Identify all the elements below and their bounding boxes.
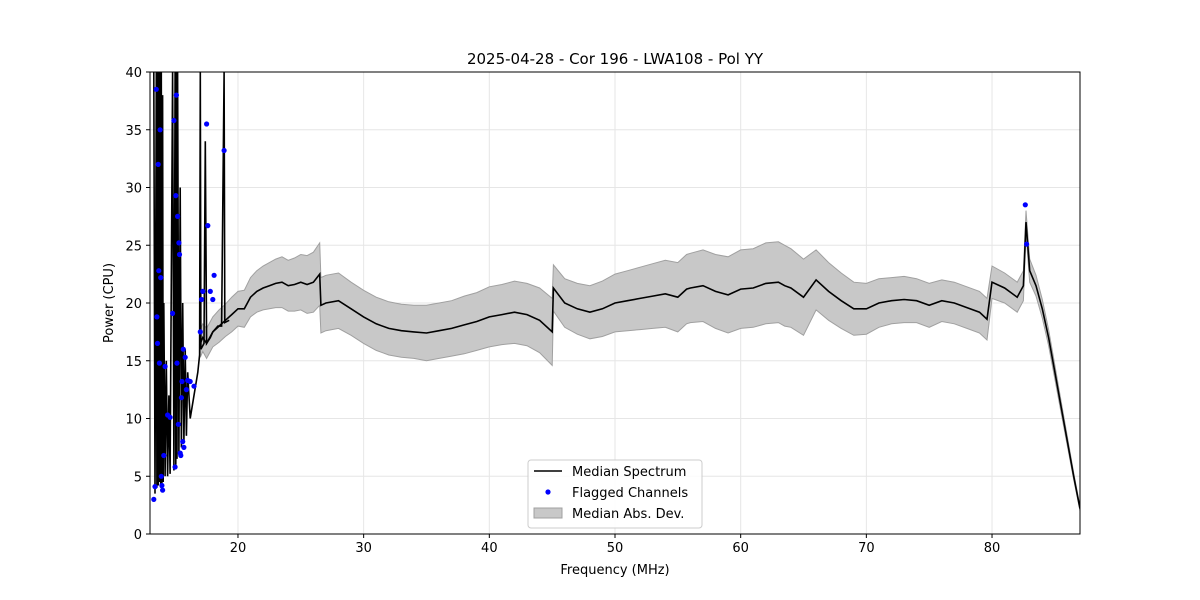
flagged-channel-point <box>160 487 166 493</box>
plot-area <box>151 72 1080 511</box>
flagged-channel-point <box>183 387 189 393</box>
flagged-channel-point <box>187 378 193 385</box>
y-tick-label: 35 <box>125 124 142 139</box>
legend-entry-flagged-channels: Flagged Channels <box>572 486 688 501</box>
flagged-channel-point <box>154 314 160 320</box>
flagged-channel-point <box>198 296 205 303</box>
flagged-channel-point <box>204 121 210 127</box>
flagged-channel-point <box>175 421 181 427</box>
flagged-channel-point <box>172 464 178 470</box>
flagged-channel-point <box>170 310 176 316</box>
flagged-channel-point <box>207 288 213 294</box>
flagged-channel-point <box>159 482 165 489</box>
flagged-channel-point <box>174 360 180 366</box>
flagged-channel-point <box>178 452 184 459</box>
x-axis-label: Frequency (MHz) <box>560 563 669 578</box>
flagged-channel-point <box>179 378 185 385</box>
flagged-channel-point <box>180 346 186 352</box>
flagged-channel-point <box>210 296 216 303</box>
flagged-channel-point <box>176 240 182 246</box>
y-tick-label: 25 <box>125 239 142 254</box>
flagged-channel-point <box>156 268 162 274</box>
flagged-channel-point <box>221 147 227 154</box>
x-tick-label: 80 <box>984 541 1001 556</box>
y-tick-label: 15 <box>125 355 142 370</box>
flagged-channel-point <box>200 288 206 294</box>
flagged-channel-point <box>176 251 183 258</box>
axis-ticks: 20 30 40 50 60 70 80 0 5 10 15 20 25 30 35 40 <box>125 66 1000 556</box>
flagged-channel-point <box>154 340 161 346</box>
median-abs-dev-band <box>199 210 1080 511</box>
x-tick-label: 20 <box>230 541 247 556</box>
y-tick-label: 20 <box>125 297 142 312</box>
flagged-channel-point <box>211 272 217 278</box>
legend: Median Spectrum Flagged Channels Median … <box>527 459 703 529</box>
flagged-channel-point <box>181 444 187 450</box>
x-tick-label: 40 <box>481 541 498 556</box>
flagged-channel-point <box>158 275 164 281</box>
legend-entry-median-spectrum: Median Spectrum <box>572 465 686 480</box>
median-spectrum-rfi-region <box>153 72 230 494</box>
y-tick-label: 10 <box>125 413 142 428</box>
flagged-channel-point <box>153 86 159 92</box>
x-tick-label: 60 <box>732 541 749 556</box>
x-tick-label: 30 <box>355 541 372 556</box>
chart-title: 2025-04-28 - Cor 196 - LWA108 - Pol YY <box>467 50 764 68</box>
flagged-channel-point <box>157 127 163 133</box>
flagged-channel-point <box>191 383 197 389</box>
flagged-channel-point <box>173 193 179 199</box>
flagged-channel-point <box>175 213 181 219</box>
y-tick-label: 40 <box>125 66 142 81</box>
flagged-channel-point <box>180 439 186 445</box>
flagged-channel-point <box>197 329 203 335</box>
flagged-channel-point <box>1022 202 1028 208</box>
flagged-channel-point <box>205 223 211 229</box>
y-axis-label: Power (CPU) <box>102 263 117 343</box>
flagged-channel-point <box>182 354 188 360</box>
flagged-channel-point <box>161 452 167 459</box>
y-tick-label: 5 <box>134 470 142 485</box>
median-spectrum-line <box>199 222 1080 509</box>
flagged-channel-point <box>171 117 177 124</box>
flagged-channel-point <box>173 92 179 98</box>
flagged-channel-point <box>158 473 164 479</box>
flagged-channel-point <box>152 484 158 490</box>
flagged-channel-point <box>1024 241 1030 247</box>
legend-dot-swatch <box>545 489 551 495</box>
x-tick-label: 50 <box>607 541 624 556</box>
y-tick-label: 0 <box>134 528 142 543</box>
flagged-channel-point <box>167 414 173 420</box>
flagged-channel-point <box>156 360 162 366</box>
x-tick-label: 70 <box>858 541 875 556</box>
flagged-channel-point <box>178 395 184 401</box>
flagged-channel-point <box>162 363 168 370</box>
legend-entry-median-abs-dev: Median Abs. Dev. <box>572 507 684 522</box>
y-tick-label: 30 <box>125 182 142 197</box>
flagged-channel-point <box>151 496 157 502</box>
legend-band-swatch <box>533 507 563 519</box>
legend-box <box>527 459 703 529</box>
flagged-channel-point <box>155 161 161 167</box>
